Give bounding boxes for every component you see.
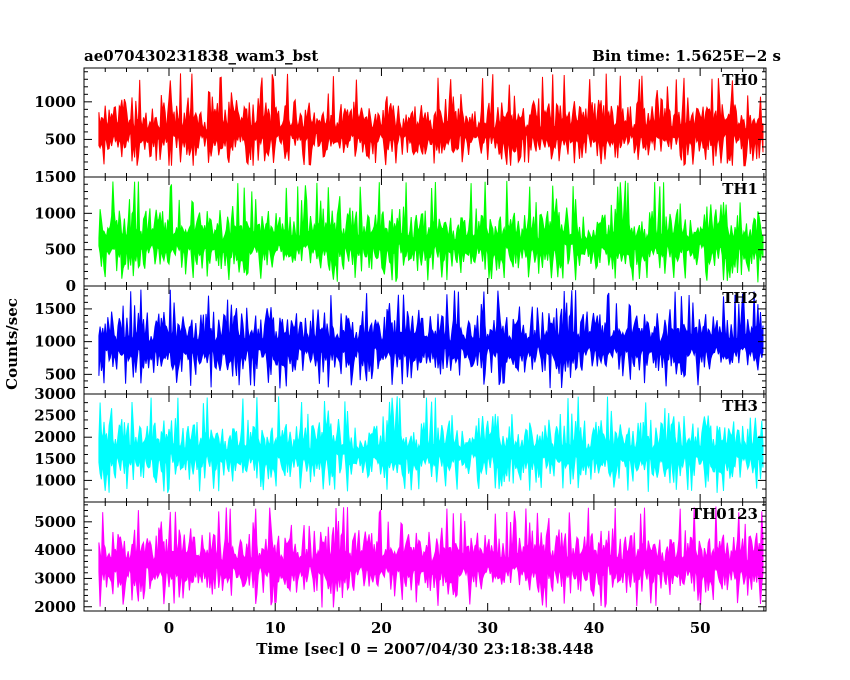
panel-frame [83, 501, 767, 612]
x-tick-label: 30 [477, 619, 498, 637]
y-tick-label: 3000 [34, 385, 76, 403]
y-tick-label: 1000 [34, 471, 76, 489]
panel-label: TH1 [722, 180, 758, 198]
panel-label: TH0 [722, 71, 758, 89]
x-tick-label: 10 [265, 619, 286, 637]
x-tick-label: 0 [164, 619, 174, 637]
panel-th0: 0 500 1000 TH0 [34, 67, 767, 186]
y-tick-label: 4000 [34, 541, 76, 559]
panel-th1: 0 500 1000 1500 TH1 [34, 168, 767, 295]
y-tick-label: 1000 [34, 204, 76, 222]
y-tick-label: 0 [66, 277, 76, 295]
y-tick-label: 2000 [34, 428, 76, 446]
y-tick-label: 2000 [34, 598, 76, 616]
panel-th0123: 2000 3000 4000 5000 TH0123 [34, 501, 767, 616]
x-axis-label: Time [sec] 0 = 2007/04/30 23:18:38.448 [256, 640, 593, 658]
x-tick-label: 20 [371, 619, 392, 637]
y-tick-label: 500 [45, 365, 76, 383]
y-tick-label: 3000 [34, 569, 76, 587]
y-tick-label: 1500 [34, 300, 76, 318]
y-tick-label: 5000 [34, 513, 76, 531]
panel-label: TH3 [722, 397, 758, 415]
series-th1 [98, 180, 764, 283]
chart-title-right: Bin time: 1.5625E−2 s [592, 47, 781, 65]
series-th3 [98, 396, 764, 493]
chart-title-left: ae070430231838_wam3_bst [84, 47, 318, 65]
y-tick-label: 1000 [34, 333, 76, 351]
y-axis-label: Counts/sec [3, 298, 21, 390]
y-tick-label: 1500 [34, 450, 76, 468]
y-tick-label: 2500 [34, 407, 76, 425]
x-tick-label: 40 [583, 619, 604, 637]
series-th0123 [98, 506, 764, 608]
panel-th3: 1000 1500 2000 2500 3000 TH3 [34, 385, 767, 503]
series-th2 [98, 289, 764, 389]
y-tick-label: 1000 [34, 93, 76, 111]
y-tick-label: 1500 [34, 168, 76, 186]
panel-th2: 500 1000 1500 TH2 [34, 285, 767, 395]
x-tick-label: 50 [690, 619, 711, 637]
y-tick-label: 500 [45, 241, 76, 259]
panel-label: TH2 [722, 289, 758, 307]
y-tick-label: 0 [66, 168, 76, 186]
y-tick-label: 500 [45, 130, 76, 148]
series-th0 [98, 73, 764, 167]
panel-label: TH0123 [691, 505, 758, 523]
